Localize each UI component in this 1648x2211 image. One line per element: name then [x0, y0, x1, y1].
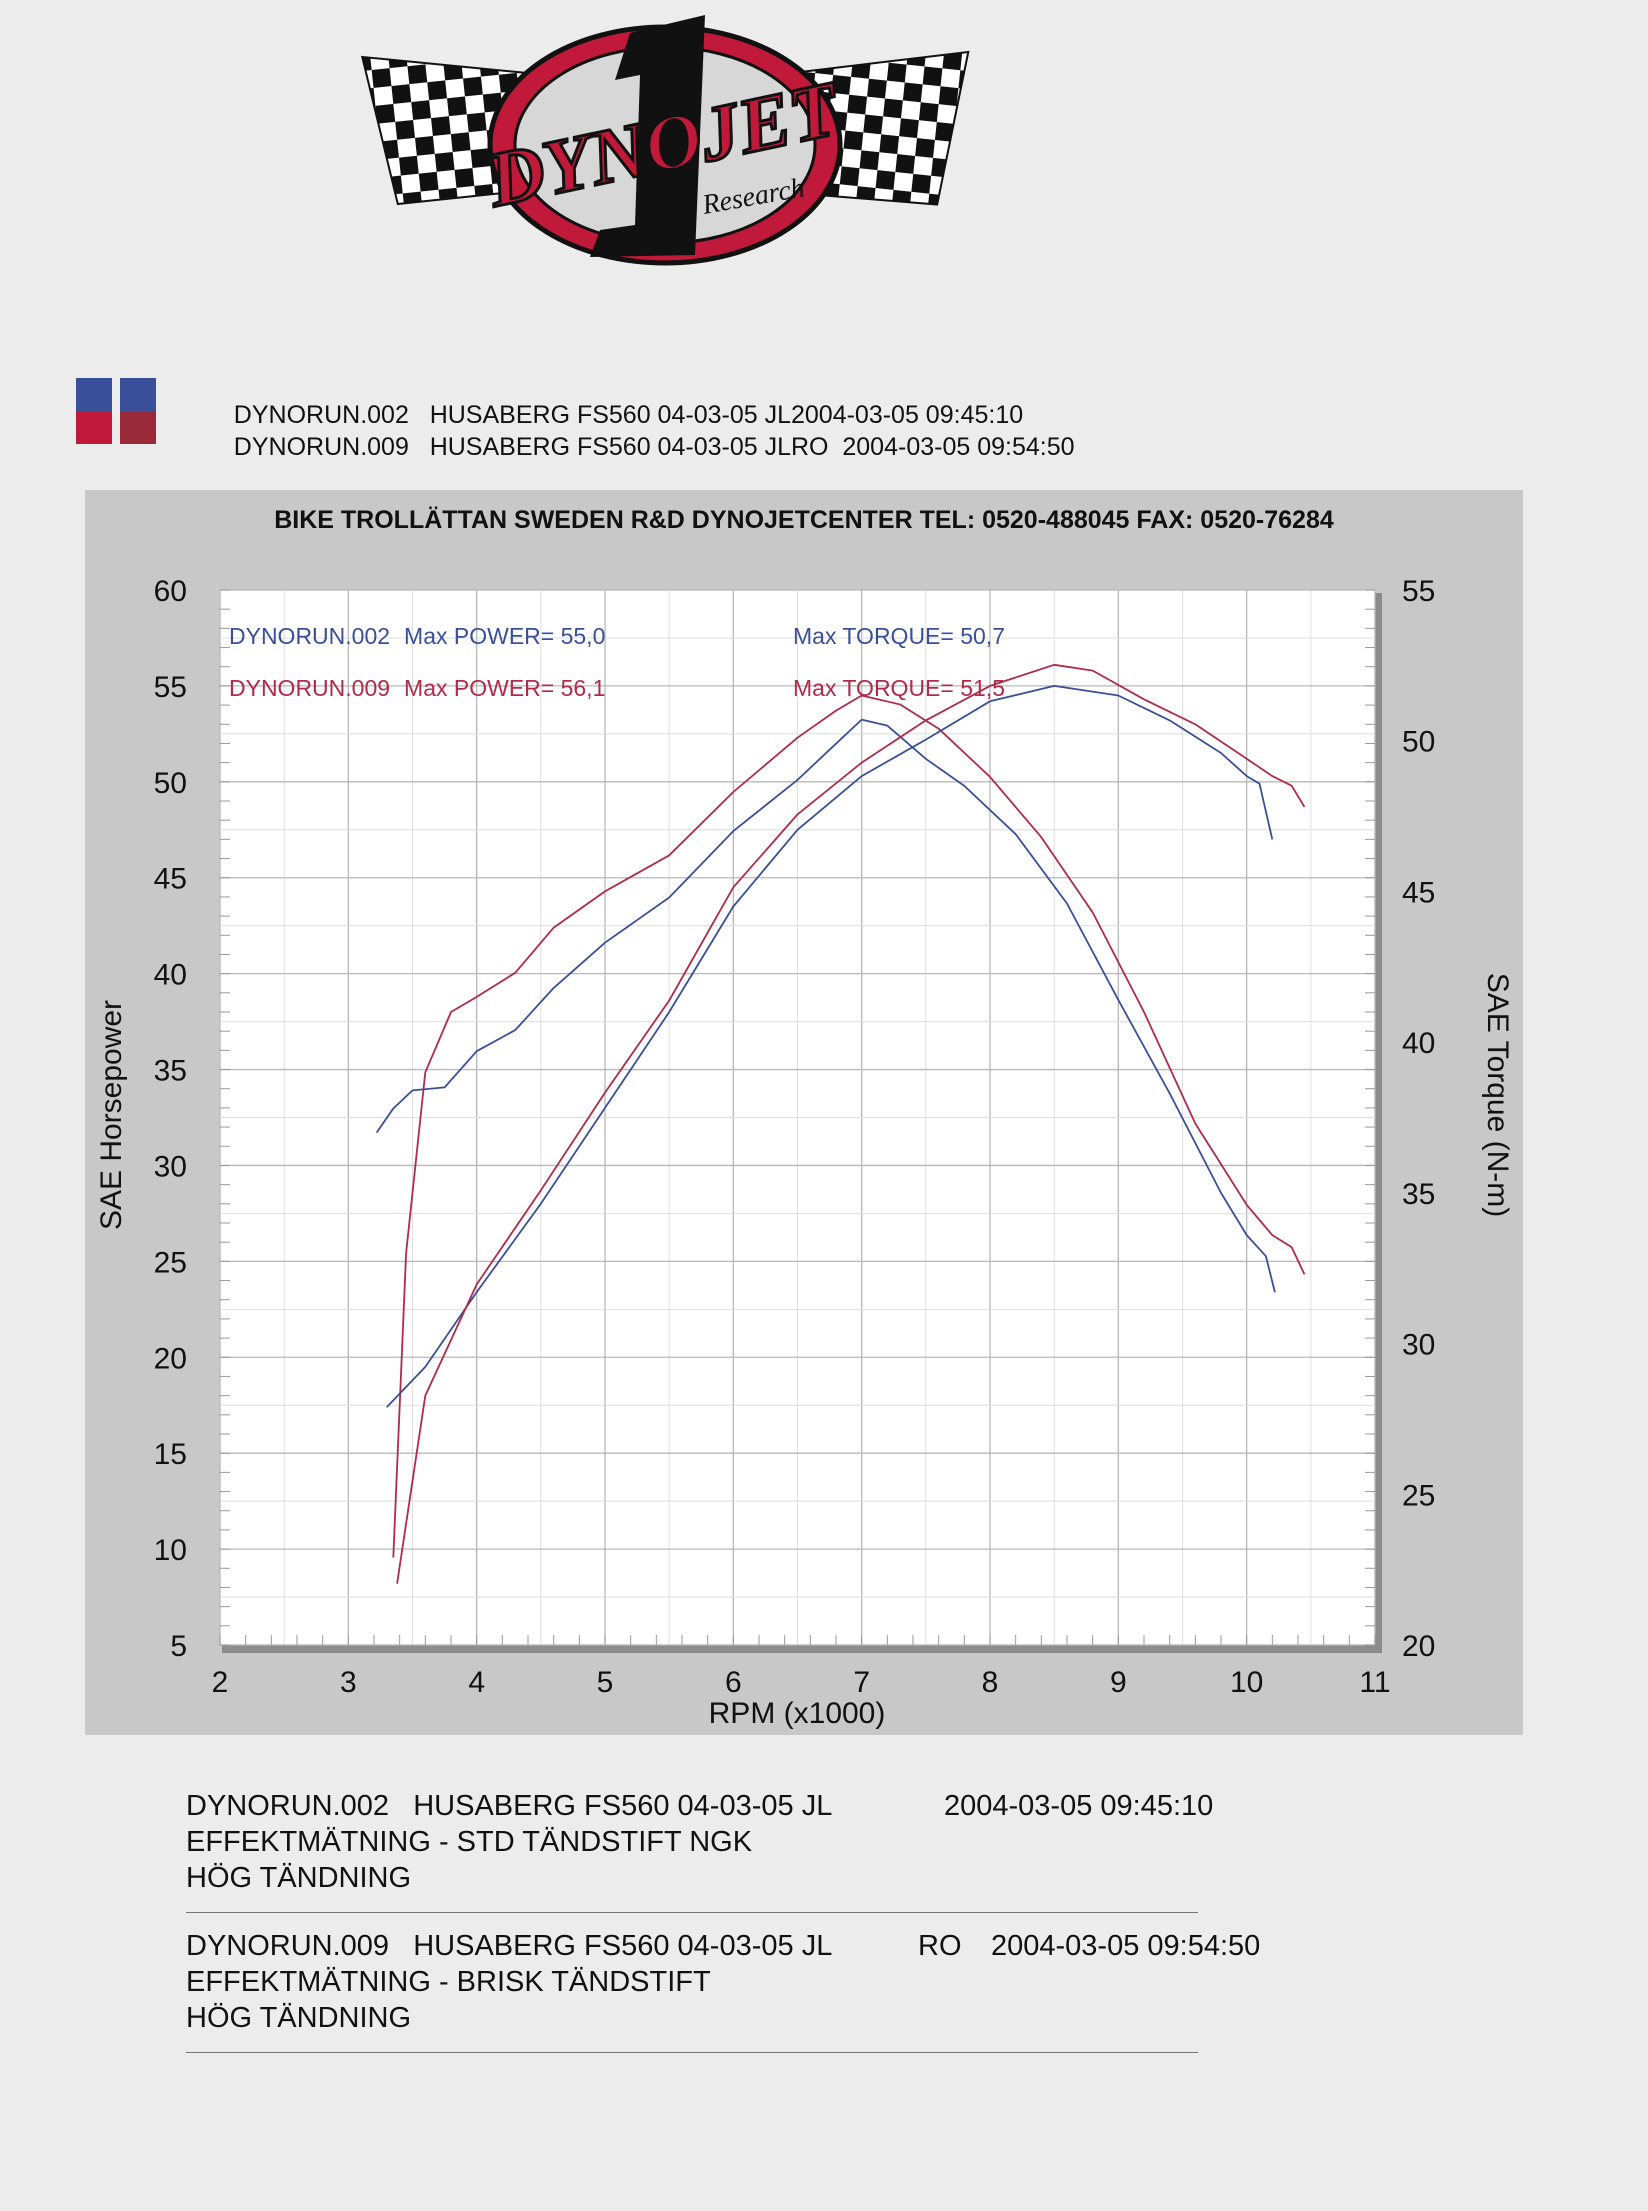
footer-note-009-b: HÖG TÄNDNING [186, 2002, 412, 2034]
y-tick-labels: 5 10 15 20 25 30 35 40 45 50 55 60 [154, 575, 187, 1663]
footer-date-009: 2004-03-05 09:54:50 [991, 1930, 1261, 1962]
annotation-torque-002: Max TORQUE= 50,7 [793, 623, 1005, 649]
y2-tick-label: 55 [1402, 575, 1435, 608]
x-tick-label: 7 [853, 1666, 870, 1699]
y2-tick-label: 30 [1402, 1329, 1435, 1362]
footer-date-002: 2004-03-05 09:45:10 [944, 1790, 1214, 1822]
y2-tick-label: 25 [1402, 1479, 1435, 1512]
legend-swatch-002 [76, 378, 112, 444]
annotation-torque-009: Max TORQUE= 51,5 [793, 675, 1005, 701]
series-line-dynorun-002-power [386, 684, 1274, 1408]
chart-panel: BIKE TROLLÄTTAN SWEDEN R&D DYNOJETCENTER… [85, 490, 1523, 1735]
footer-desc-009: HUSABERG FS560 04-03-05 JL [413, 1930, 833, 1962]
footer-desc-002: HUSABERG FS560 04-03-05 JL [413, 1790, 833, 1822]
header-line-002: DYNORUN.002 HUSABERG FS560 04-03-05 JL20… [206, 372, 1023, 459]
y-tick-label: 25 [154, 1246, 187, 1279]
y2-tick-labels: 20 25 30 35 40 45 50 55 [1402, 575, 1435, 1663]
y2-tick-label: 20 [1402, 1630, 1435, 1663]
header-desc-009: HUSABERG FS560 04-03-05 JLRO 2004-03-05 … [429, 433, 1075, 461]
footer-line-009: DYNORUN.009 HUSABERG FS560 04-03-05 JL [186, 1930, 832, 1963]
y-tick-label: 30 [154, 1150, 187, 1183]
footer-divider-2 [186, 2052, 1198, 2053]
y2-axis-label: SAE Torque (N-m) [1481, 973, 1514, 1218]
legend-swatch-009 [120, 378, 156, 444]
header-run-002: DYNORUN.002 [233, 401, 409, 429]
y-tick-label: 45 [154, 863, 187, 896]
footer-line-002: DYNORUN.002 HUSABERG FS560 04-03-05 JL [186, 1790, 832, 1823]
y2-tick-label: 45 [1402, 876, 1435, 909]
y2-tick-label: 35 [1402, 1178, 1435, 1211]
series-line-dynorun-002-torque [375, 718, 1276, 1293]
y-tick-label: 20 [154, 1342, 187, 1375]
y2-tick-label: 40 [1402, 1027, 1435, 1060]
y-tick-label: 15 [154, 1438, 187, 1471]
y2-tick-label: 50 [1402, 726, 1435, 759]
y-tick-label: 35 [154, 1055, 187, 1088]
annotation-power-002: DYNORUN.002 Max POWER= 55,0 [229, 623, 605, 649]
x-tick-label: 6 [725, 1666, 742, 1699]
y-tick-label: 50 [154, 767, 187, 800]
footer-note-002-b: HÖG TÄNDNING [186, 1862, 412, 1894]
x-tick-label: 5 [597, 1666, 614, 1699]
x-tick-label: 10 [1230, 1666, 1263, 1699]
series-layer [375, 663, 1306, 1584]
grid [219, 589, 1376, 1646]
y-tick-label: 5 [170, 1630, 187, 1663]
y-tick-label: 60 [154, 575, 187, 608]
header-run-009: DYNORUN.009 [233, 433, 409, 461]
footer-note-009-a: EFFEKTMÄTNING - BRISK TÄNDSTIFT [186, 1966, 711, 1998]
y-axis-label: SAE Horsepower [95, 1000, 128, 1230]
y-tick-label: 55 [154, 671, 187, 704]
x-tick-label: 11 [1359, 1666, 1390, 1699]
x-axis-label: RPM (x1000) [709, 1697, 886, 1730]
x-tick-labels: 2 3 4 5 6 7 8 9 10 11 [212, 1666, 1391, 1699]
chart-title: BIKE TROLLÄTTAN SWEDEN R&D DYNOJETCENTER… [274, 506, 1334, 534]
annotation-power-009: DYNORUN.009 Max POWER= 56,1 [229, 675, 605, 701]
x-tick-label: 4 [468, 1666, 485, 1699]
y-tick-label: 40 [154, 959, 187, 992]
footer-divider-1 [186, 1912, 1198, 1913]
footer-code-009: RO [918, 1930, 962, 1962]
header-line-009: DYNORUN.009 HUSABERG FS560 04-03-05 JLRO… [206, 404, 1075, 491]
header-desc-002: HUSABERG FS560 04-03-05 JL2004-03-05 09:… [429, 401, 1024, 429]
minor-ticks [219, 589, 1376, 1646]
y-tick-label: 10 [154, 1534, 187, 1567]
x-tick-label: 8 [982, 1666, 999, 1699]
series-line-dynorun-009-power [396, 663, 1306, 1584]
dynojet-logo: DYNOJET Research [360, 15, 970, 266]
footer-note-002-a: EFFEKTMÄTNING - STD TÄNDSTIFT NGK [186, 1826, 753, 1858]
x-tick-label: 3 [340, 1666, 357, 1699]
x-tick-label: 9 [1110, 1666, 1127, 1699]
footer-run-002: DYNORUN.002 [186, 1790, 390, 1822]
series-line-dynorun-009-torque [392, 694, 1306, 1558]
x-tick-label: 2 [212, 1666, 229, 1699]
footer-run-009: DYNORUN.009 [186, 1930, 390, 1962]
dyno-chart: BIKE TROLLÄTTAN SWEDEN R&D DYNOJETCENTER… [95, 506, 1514, 1730]
